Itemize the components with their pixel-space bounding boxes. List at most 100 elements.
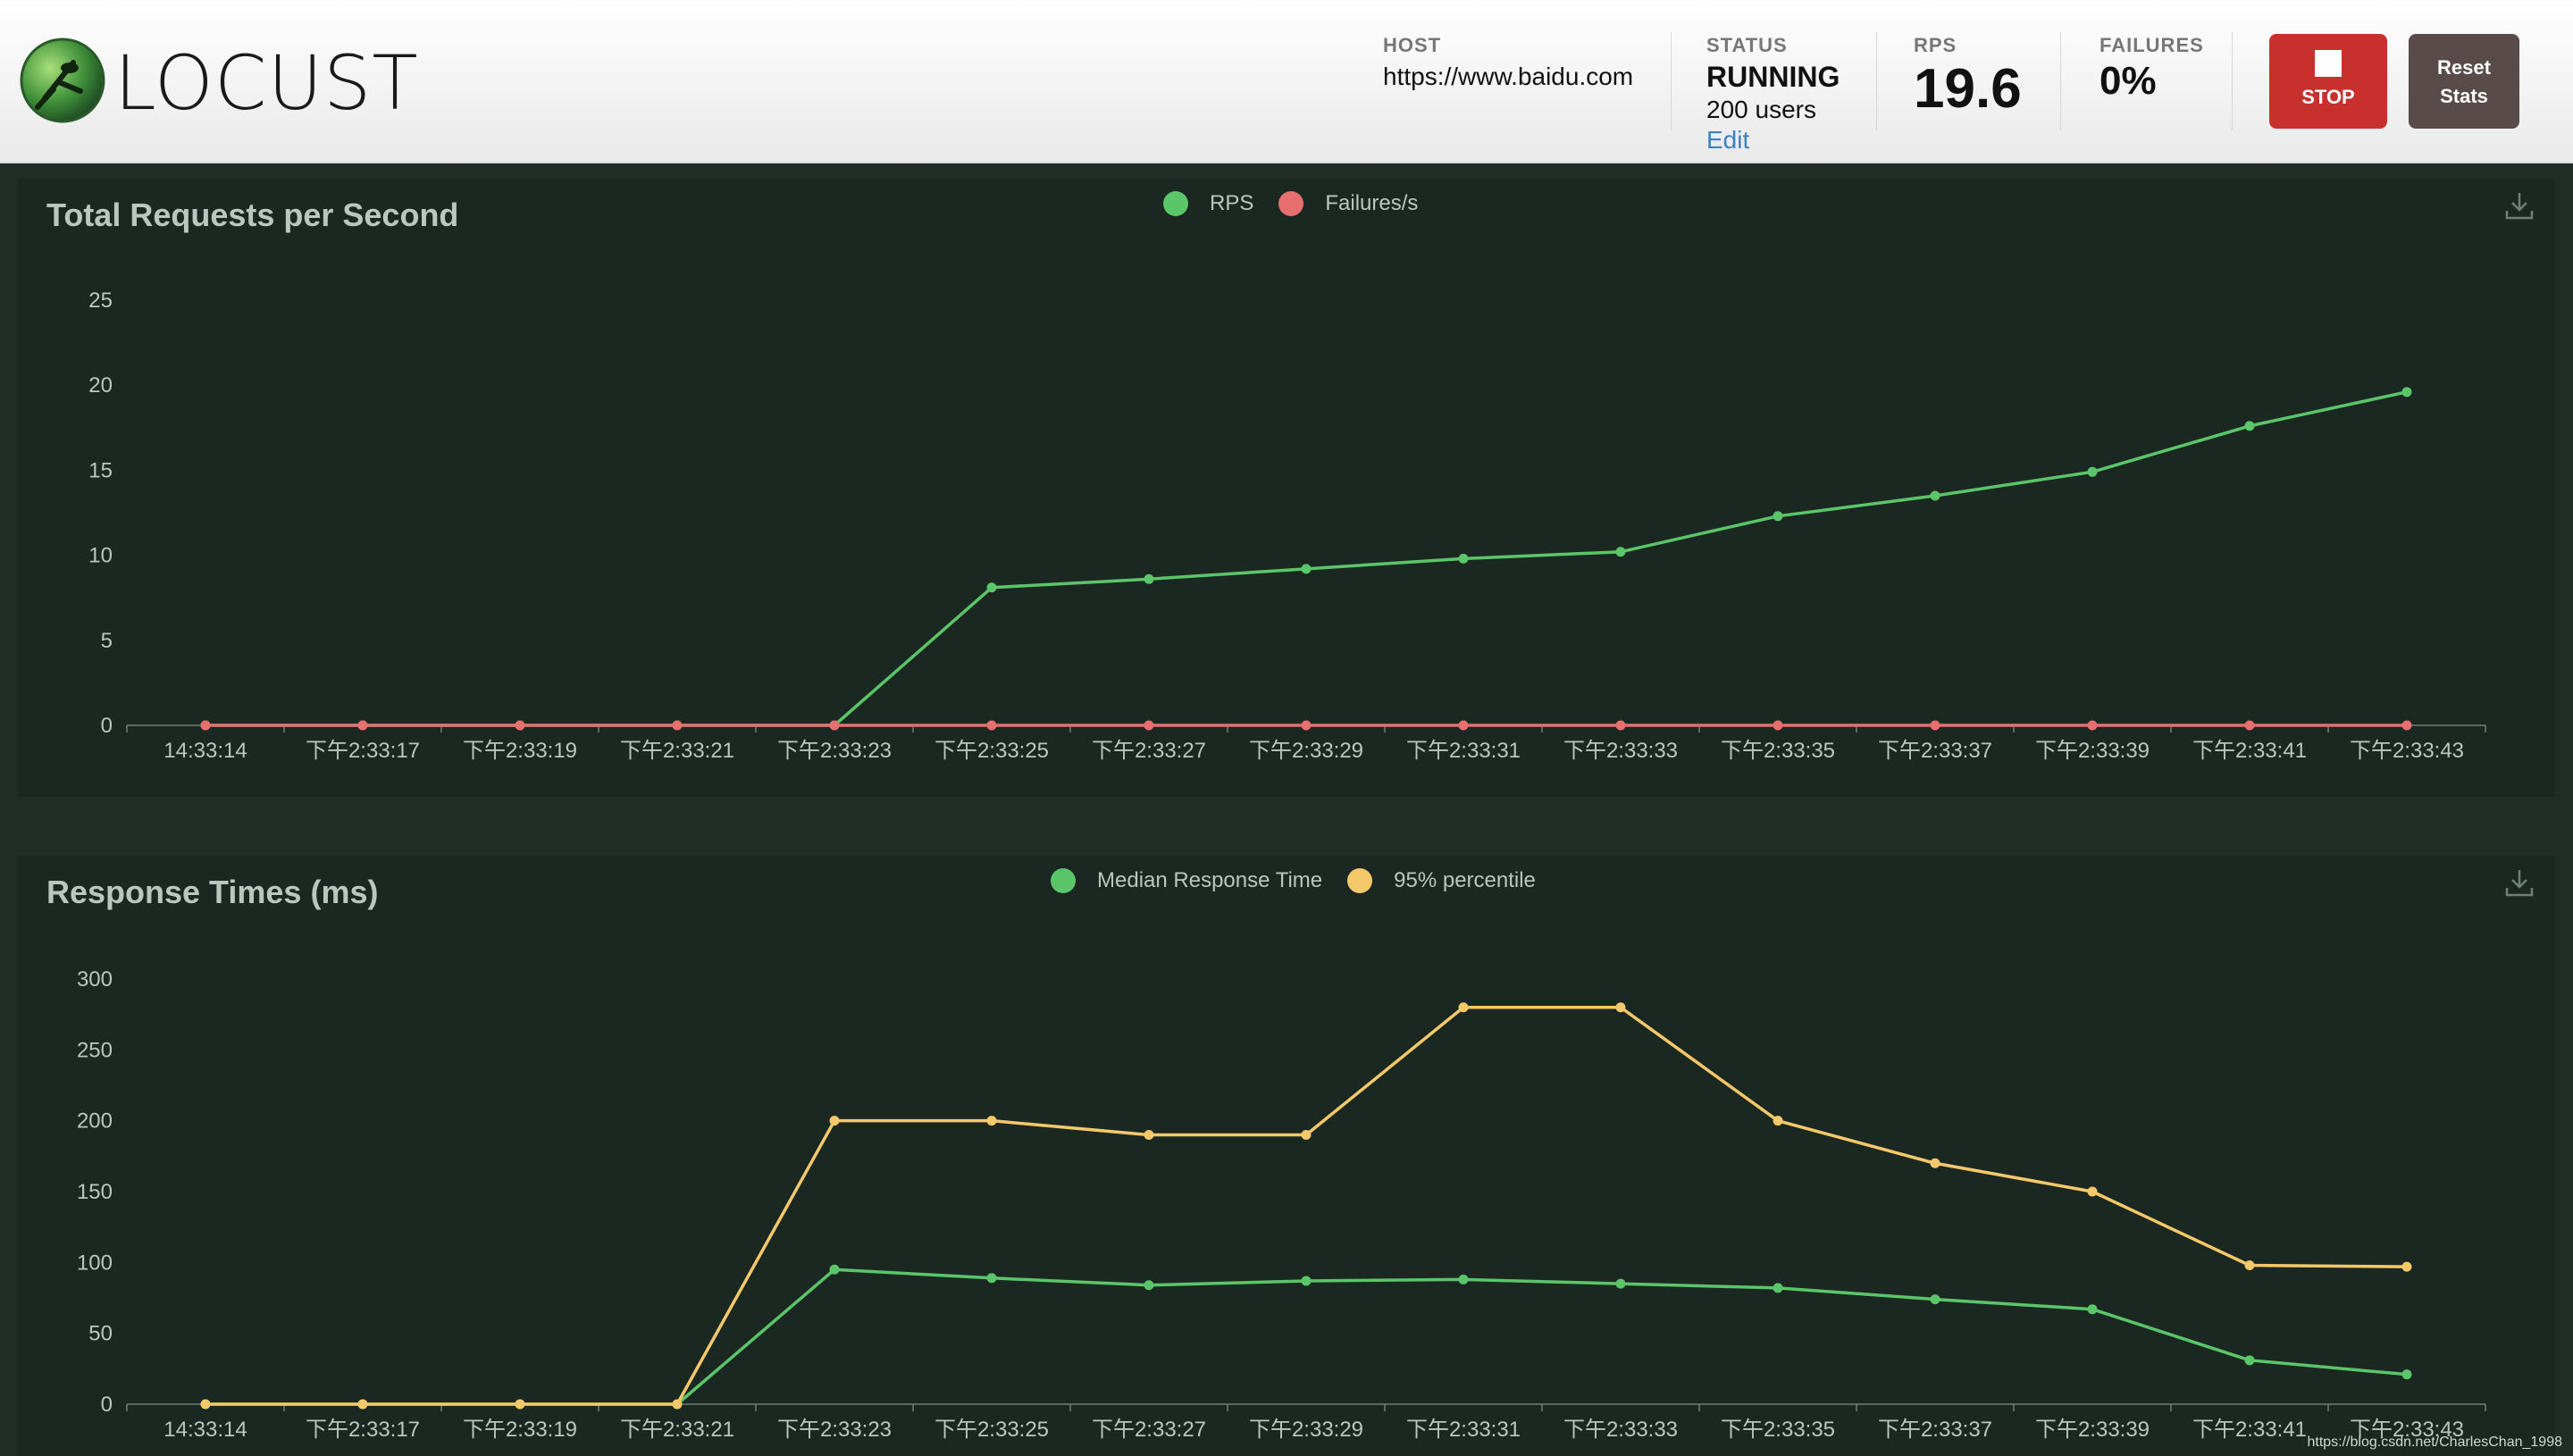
data-point[interactable] [986, 720, 997, 731]
data-point[interactable] [829, 720, 840, 731]
x-tick-label: 下午2:33:35 [1721, 1418, 1835, 1442]
legend-dot-median[interactable] [1051, 868, 1076, 893]
data-point[interactable] [1615, 720, 1626, 731]
legend-label-median[interactable]: Median Response Time [1097, 868, 1323, 892]
y-tick-label: 150 [77, 1180, 113, 1204]
x-tick-label: 下午2:33:41 [2192, 1418, 2307, 1442]
data-point[interactable] [2244, 1355, 2255, 1366]
data-point[interactable] [986, 1273, 997, 1284]
x-tick-label: 下午2:33:25 [934, 739, 1049, 763]
data-point[interactable] [515, 1399, 525, 1410]
data-point[interactable] [1773, 1116, 1783, 1126]
data-point[interactable] [1301, 720, 1312, 731]
data-point[interactable] [672, 720, 683, 731]
data-point[interactable] [1773, 511, 1783, 522]
data-point[interactable] [1930, 490, 1940, 501]
response-times-chart: 0 50 100 150 200 250 300 14:33:14 下午2:33:17 下午2:3… [77, 967, 2486, 1442]
data-point[interactable] [1144, 1130, 1154, 1141]
legend-label-failures[interactable]: Failures/s [1325, 191, 1419, 215]
data-point[interactable] [2401, 1261, 2412, 1272]
x-tick-label: 下午2:33:37 [1878, 1418, 1992, 1442]
data-point[interactable] [1144, 720, 1154, 731]
data-point[interactable] [2087, 466, 2098, 477]
data-point[interactable] [357, 1399, 368, 1410]
host-label: HOST [1383, 34, 1442, 56]
download-icon[interactable] [2503, 189, 2535, 222]
series-line [205, 390, 2408, 727]
data-point[interactable] [1930, 1158, 1940, 1168]
download-icon[interactable] [2503, 866, 2535, 899]
data-point[interactable] [2244, 1260, 2255, 1271]
data-point[interactable] [2401, 720, 2412, 731]
x-tick-label: 下午2:33:39 [2035, 739, 2150, 763]
data-point[interactable] [986, 582, 997, 593]
data-point[interactable] [829, 1264, 840, 1275]
legend-dot-failures[interactable] [1278, 191, 1304, 216]
rps-chart-panel: 0 5 10 15 20 25 14:33:14 下午2:33:17 下午2:33:19 下午2:… [18, 179, 2555, 797]
x-tick-label: 下午2:33:19 [463, 1418, 577, 1442]
rps-stat: RPS 19.6 [1914, 34, 2022, 121]
data-point[interactable] [1773, 720, 1783, 731]
data-point[interactable] [2401, 1369, 2412, 1380]
stop-icon [2315, 50, 2342, 77]
x-tick-label: 下午2:33:29 [1249, 739, 1363, 763]
edit-link[interactable]: Edit [1706, 126, 1750, 154]
data-point[interactable] [2087, 1304, 2098, 1315]
rps-label: RPS [1914, 34, 1957, 56]
chart-legend: Median Response Time 95% percentile [1051, 863, 1561, 899]
data-point[interactable] [1458, 1002, 1469, 1013]
data-point[interactable] [1301, 1276, 1312, 1286]
x-tick-label: 下午2:33:41 [2192, 739, 2307, 763]
data-point[interactable] [986, 1116, 997, 1126]
data-point[interactable] [515, 720, 525, 731]
data-point[interactable] [2244, 421, 2255, 431]
y-tick-label: 0 [101, 714, 113, 738]
x-tick-label: 下午2:33:37 [1878, 739, 1992, 763]
data-point[interactable] [1930, 1294, 1940, 1305]
y-tick-label: 300 [77, 967, 113, 992]
x-tick-label: 下午2:33:39 [2035, 1418, 2150, 1442]
y-tick-label: 15 [88, 458, 113, 482]
data-point[interactable] [1615, 1002, 1626, 1013]
data-point[interactable] [1301, 564, 1312, 574]
data-point[interactable] [672, 1399, 683, 1410]
data-point[interactable] [1615, 547, 1626, 557]
data-point[interactable] [829, 1116, 840, 1126]
legend-label-p95[interactable]: 95% percentile [1394, 868, 1536, 892]
data-point[interactable] [1144, 573, 1154, 584]
data-point[interactable] [1930, 720, 1940, 731]
data-point[interactable] [357, 720, 368, 731]
data-point[interactable] [2244, 720, 2255, 731]
failures-value: 0% [2099, 59, 2157, 103]
data-point[interactable] [1458, 720, 1469, 731]
x-tick-label: 下午2:33:33 [1563, 1418, 1678, 1442]
series-line [205, 1005, 2408, 1406]
reset-stats-button[interactable]: Reset Stats [2409, 34, 2519, 129]
header-divider [1671, 32, 1672, 130]
data-point[interactable] [1773, 1283, 1783, 1293]
failures-stat: FAILURES 0% [2099, 34, 2204, 104]
x-tick-label: 下午2:33:31 [1406, 1418, 1521, 1442]
status-label: STATUS [1706, 34, 1788, 56]
data-point[interactable] [2087, 1186, 2098, 1197]
y-tick-label: 50 [88, 1322, 113, 1346]
legend-dot-rps[interactable] [1163, 191, 1188, 216]
legend-label-rps[interactable]: RPS [1210, 191, 1254, 215]
header-divider [2060, 32, 2061, 130]
data-point[interactable] [2087, 720, 2098, 731]
y-tick-label: 20 [88, 373, 113, 397]
x-tick-label: 下午2:33:27 [1092, 1418, 1206, 1442]
data-point[interactable] [1615, 1278, 1626, 1289]
chart-legend: RPS Failures/s [1163, 186, 1443, 222]
data-point[interactable] [1144, 1280, 1154, 1291]
header-divider [1876, 32, 1877, 130]
data-point[interactable] [200, 720, 211, 731]
stop-button[interactable]: STOP [2269, 34, 2387, 129]
data-point[interactable] [200, 1399, 211, 1410]
data-point[interactable] [2401, 387, 2412, 397]
data-point[interactable] [1458, 1274, 1469, 1284]
data-point[interactable] [1301, 1130, 1312, 1141]
legend-dot-p95[interactable] [1347, 868, 1373, 893]
data-point[interactable] [1458, 553, 1469, 564]
top-navbar: LOCUST HOST https://www.baidu.com STATUS… [0, 0, 2573, 163]
